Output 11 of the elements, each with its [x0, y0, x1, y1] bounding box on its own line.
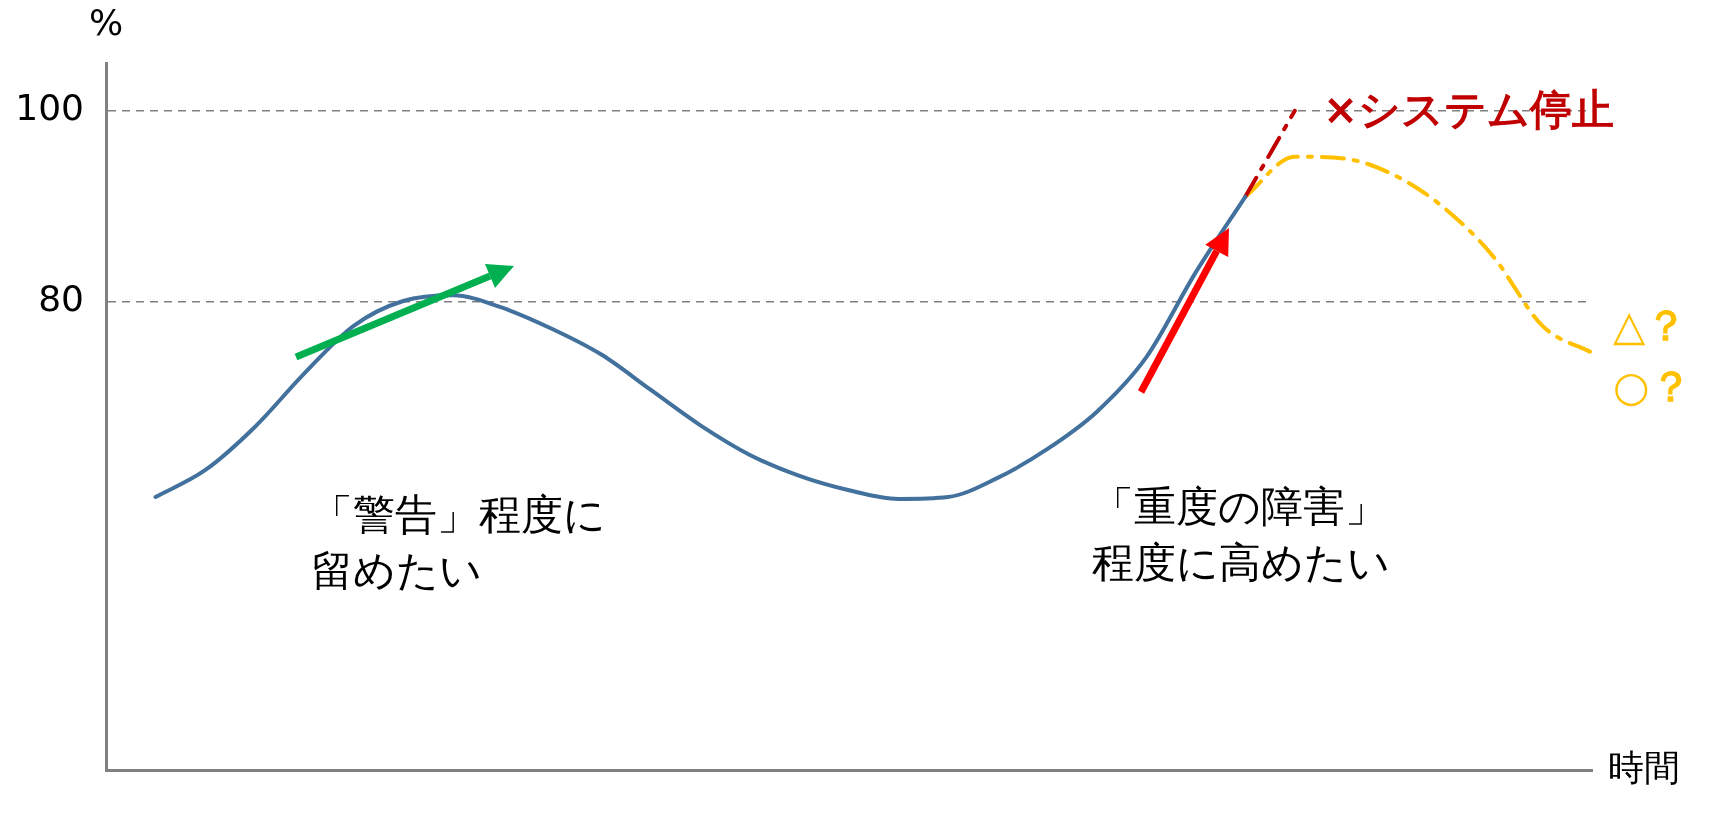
y-tick-label: 80	[38, 278, 84, 320]
annotation: 「警告」程度に	[311, 489, 606, 539]
text: △？	[1613, 300, 1688, 350]
text: ○？	[1613, 361, 1692, 411]
y-tick-label: 100	[15, 87, 84, 129]
annotation: 程度に高めたい	[1092, 537, 1390, 587]
annotation: ×システム停止	[1323, 84, 1615, 134]
annotation: 留めたい	[311, 545, 482, 595]
x-axis-title: 時間	[1608, 746, 1680, 788]
y-axis-title: %	[88, 2, 124, 44]
annotation: 「重度の障害」	[1092, 481, 1387, 531]
